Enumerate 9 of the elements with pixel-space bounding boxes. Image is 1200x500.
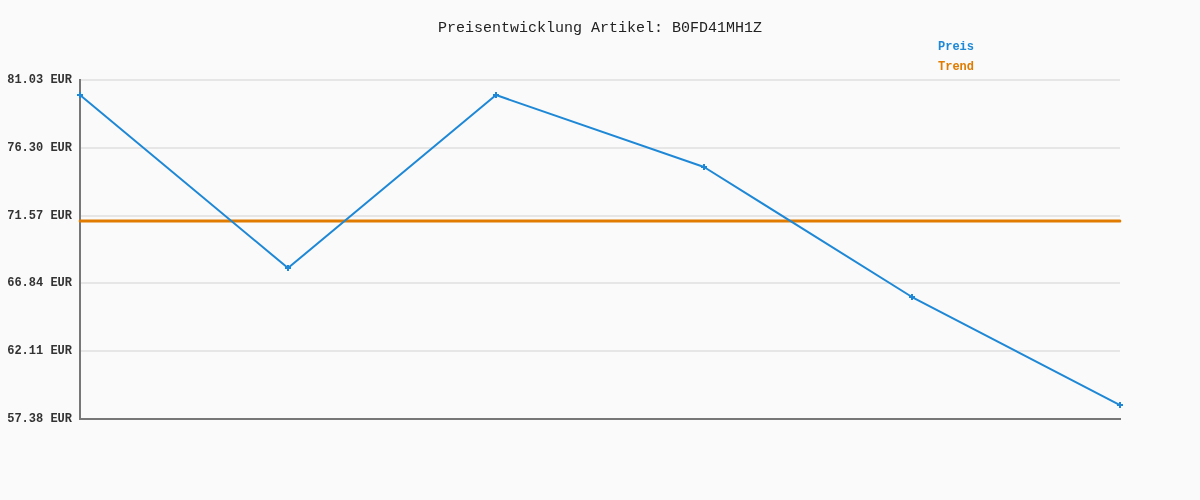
chart-title: Preisentwicklung Artikel: B0FD41MH1Z (437, 19, 763, 37)
y-tick-label: 66.84 EUR (7, 276, 73, 291)
y-tick-label: 76.30 EUR (7, 140, 73, 155)
y-tick-label: 62.11 EUR (7, 344, 73, 359)
y-tick-label: 81.03 EUR (7, 73, 73, 88)
text: Preis (937, 40, 974, 55)
y-tick-label: 57.38 EUR (7, 412, 73, 427)
text: Trend (937, 60, 974, 75)
y-tick-label: 71.57 EUR (7, 208, 73, 223)
